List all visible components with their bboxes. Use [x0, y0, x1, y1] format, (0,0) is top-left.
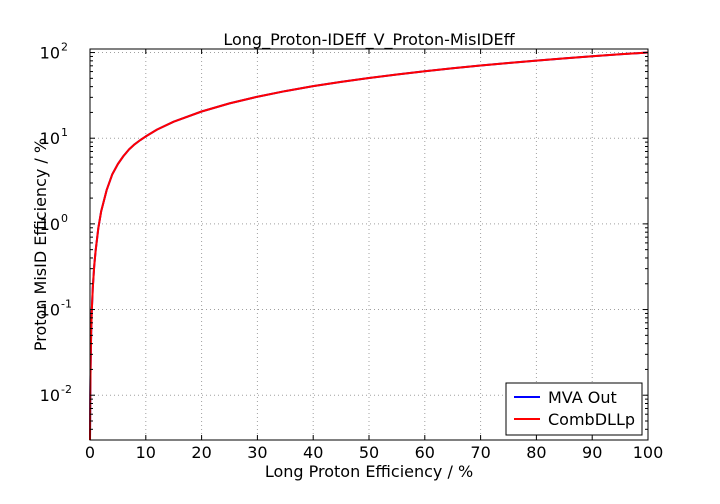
- y-tick-label: 10: [40, 129, 60, 148]
- y-tick-label: 10: [40, 44, 60, 63]
- legend: MVA Out CombDLLp: [505, 382, 643, 436]
- axis-ticks: [89, 49, 649, 440]
- series-lines: [89, 51, 649, 441]
- x-tick-label: 90: [582, 443, 602, 462]
- x-tick-label: 30: [247, 443, 267, 462]
- series-line-combdllp: [89, 51, 649, 441]
- y-axis-label: Proton MisID Efficiency / %: [31, 138, 50, 351]
- y-tick-label: 10: [40, 386, 60, 405]
- plot-area: [90, 49, 648, 440]
- chart-title: Long_Proton-IDEff_V_Proton-MisIDEff: [223, 30, 515, 50]
- y-tick-exponent: 1: [61, 126, 68, 139]
- y-tick-label: 10: [40, 301, 60, 320]
- x-tick-label: 60: [415, 443, 435, 462]
- x-tick-label: 20: [191, 443, 211, 462]
- x-tick-label: 10: [136, 443, 156, 462]
- legend-label-mva-out: MVA Out: [548, 388, 617, 407]
- legend-box: [505, 382, 643, 436]
- y-tick-label: 10: [40, 215, 60, 234]
- y-tick-exponent: 0: [61, 212, 68, 225]
- y-tick-exponent: -2: [61, 383, 72, 396]
- legend-label-combdllp: CombDLLp: [548, 410, 635, 429]
- y-tick-exponent: -1: [61, 298, 72, 311]
- y-tick-exponent: 2: [61, 41, 68, 54]
- x-tick-label: 40: [303, 443, 323, 462]
- x-tick-label: 0: [85, 443, 95, 462]
- x-tick-label: 50: [359, 443, 379, 462]
- x-tick-label: 100: [633, 443, 664, 462]
- x-axis-label: Long Proton Efficiency / %: [265, 462, 473, 481]
- x-tick-label: 70: [470, 443, 490, 462]
- x-tick-label: 80: [526, 443, 546, 462]
